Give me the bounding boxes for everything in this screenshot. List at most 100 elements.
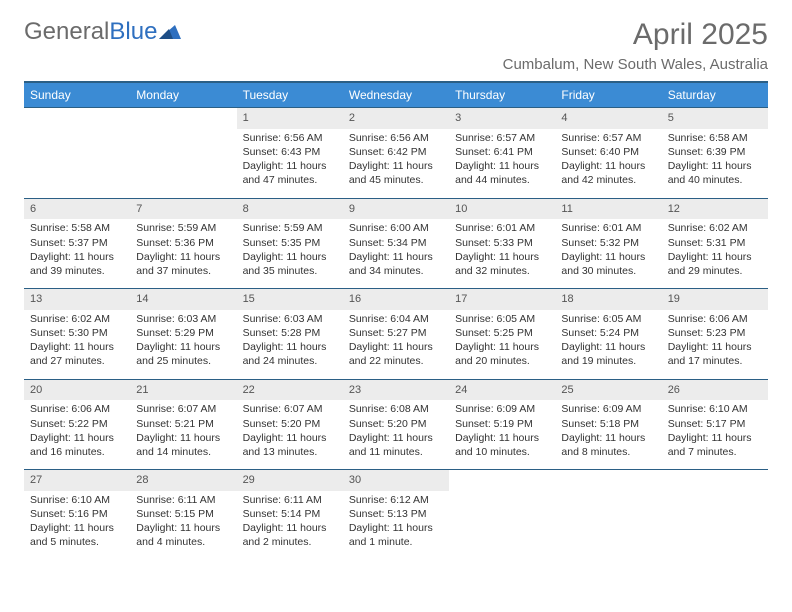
sunset-text: Sunset: 5:18 PM bbox=[561, 417, 655, 431]
day-body-cell: Sunrise: 6:10 AMSunset: 5:16 PMDaylight:… bbox=[24, 491, 130, 560]
day-body-cell: Sunrise: 6:04 AMSunset: 5:27 PMDaylight:… bbox=[343, 310, 449, 379]
day-number-cell: 14 bbox=[130, 289, 236, 310]
daylight-text: and 42 minutes. bbox=[561, 173, 655, 187]
day-number-cell: 5 bbox=[662, 108, 768, 129]
day-body-cell: Sunrise: 6:07 AMSunset: 5:20 PMDaylight:… bbox=[237, 400, 343, 469]
day-body-cell bbox=[662, 491, 768, 560]
calendar-table: Sunday Monday Tuesday Wednesday Thursday… bbox=[24, 81, 768, 560]
daylight-text: Daylight: 11 hours bbox=[455, 250, 549, 264]
day-number-cell: 27 bbox=[24, 470, 130, 491]
daylight-text: and 8 minutes. bbox=[561, 445, 655, 459]
day-body-cell: Sunrise: 6:12 AMSunset: 5:13 PMDaylight:… bbox=[343, 491, 449, 560]
sunrise-text: Sunrise: 6:07 AM bbox=[136, 402, 230, 416]
sunrise-text: Sunrise: 6:56 AM bbox=[243, 131, 337, 145]
sunrise-text: Sunrise: 6:10 AM bbox=[30, 493, 124, 507]
sunrise-text: Sunrise: 5:59 AM bbox=[243, 221, 337, 235]
day-number-cell bbox=[449, 470, 555, 491]
daylight-text: Daylight: 11 hours bbox=[243, 250, 337, 264]
daylight-text: and 19 minutes. bbox=[561, 354, 655, 368]
sunset-text: Sunset: 5:36 PM bbox=[136, 236, 230, 250]
brand-word-1: General bbox=[24, 18, 109, 46]
daylight-text: and 1 minute. bbox=[349, 535, 443, 549]
daylight-text: Daylight: 11 hours bbox=[30, 340, 124, 354]
day-body-cell: Sunrise: 6:09 AMSunset: 5:18 PMDaylight:… bbox=[555, 400, 661, 469]
sunset-text: Sunset: 5:20 PM bbox=[243, 417, 337, 431]
daylight-text: Daylight: 11 hours bbox=[561, 159, 655, 173]
daylight-text: and 39 minutes. bbox=[30, 264, 124, 278]
daylight-text: Daylight: 11 hours bbox=[668, 159, 762, 173]
sunrise-text: Sunrise: 6:07 AM bbox=[243, 402, 337, 416]
day-number-cell: 10 bbox=[449, 198, 555, 219]
sunrise-text: Sunrise: 6:09 AM bbox=[455, 402, 549, 416]
sunset-text: Sunset: 5:28 PM bbox=[243, 326, 337, 340]
daylight-text: Daylight: 11 hours bbox=[243, 159, 337, 173]
sunset-text: Sunset: 5:25 PM bbox=[455, 326, 549, 340]
sunset-text: Sunset: 5:17 PM bbox=[668, 417, 762, 431]
day-number-cell: 23 bbox=[343, 379, 449, 400]
sunset-text: Sunset: 5:13 PM bbox=[349, 507, 443, 521]
daylight-text: Daylight: 11 hours bbox=[668, 250, 762, 264]
daylight-text: and 44 minutes. bbox=[455, 173, 549, 187]
daylight-text: Daylight: 11 hours bbox=[561, 340, 655, 354]
weekday-header: Thursday bbox=[449, 82, 555, 108]
daylight-text: Daylight: 11 hours bbox=[30, 521, 124, 535]
day-number-row: 20212223242526 bbox=[24, 379, 768, 400]
sunrise-text: Sunrise: 6:02 AM bbox=[30, 312, 124, 326]
day-body-cell: Sunrise: 6:11 AMSunset: 5:15 PMDaylight:… bbox=[130, 491, 236, 560]
daylight-text: and 4 minutes. bbox=[136, 535, 230, 549]
brand-logo: GeneralBlue bbox=[24, 18, 181, 46]
day-number-cell: 9 bbox=[343, 198, 449, 219]
sunset-text: Sunset: 5:24 PM bbox=[561, 326, 655, 340]
brand-word-2: Blue bbox=[109, 18, 157, 46]
day-body-cell: Sunrise: 6:03 AMSunset: 5:29 PMDaylight:… bbox=[130, 310, 236, 379]
daylight-text: Daylight: 11 hours bbox=[243, 340, 337, 354]
daylight-text: and 2 minutes. bbox=[243, 535, 337, 549]
sunset-text: Sunset: 5:20 PM bbox=[349, 417, 443, 431]
sunrise-text: Sunrise: 6:06 AM bbox=[668, 312, 762, 326]
daylight-text: and 34 minutes. bbox=[349, 264, 443, 278]
weekday-header: Monday bbox=[130, 82, 236, 108]
day-number-cell: 24 bbox=[449, 379, 555, 400]
day-number-cell: 4 bbox=[555, 108, 661, 129]
day-number-cell bbox=[24, 108, 130, 129]
weekday-header: Friday bbox=[555, 82, 661, 108]
daylight-text: and 24 minutes. bbox=[243, 354, 337, 368]
day-body-cell: Sunrise: 6:57 AMSunset: 6:40 PMDaylight:… bbox=[555, 129, 661, 198]
day-body-cell bbox=[555, 491, 661, 560]
sunset-text: Sunset: 5:35 PM bbox=[243, 236, 337, 250]
daylight-text: Daylight: 11 hours bbox=[136, 340, 230, 354]
day-body-cell: Sunrise: 6:06 AMSunset: 5:23 PMDaylight:… bbox=[662, 310, 768, 379]
weekday-header: Wednesday bbox=[343, 82, 449, 108]
day-body-cell: Sunrise: 6:03 AMSunset: 5:28 PMDaylight:… bbox=[237, 310, 343, 379]
day-number-cell: 17 bbox=[449, 289, 555, 310]
daylight-text: Daylight: 11 hours bbox=[136, 431, 230, 445]
day-body-cell: Sunrise: 5:59 AMSunset: 5:35 PMDaylight:… bbox=[237, 219, 343, 288]
title-block: April 2025 Cumbalum, New South Wales, Au… bbox=[503, 18, 768, 73]
day-number-cell: 2 bbox=[343, 108, 449, 129]
sunset-text: Sunset: 6:40 PM bbox=[561, 145, 655, 159]
sunset-text: Sunset: 5:16 PM bbox=[30, 507, 124, 521]
daylight-text: Daylight: 11 hours bbox=[349, 340, 443, 354]
sunrise-text: Sunrise: 6:01 AM bbox=[561, 221, 655, 235]
day-number-cell: 3 bbox=[449, 108, 555, 129]
day-body-cell: Sunrise: 6:00 AMSunset: 5:34 PMDaylight:… bbox=[343, 219, 449, 288]
daylight-text: and 47 minutes. bbox=[243, 173, 337, 187]
sunrise-text: Sunrise: 6:03 AM bbox=[243, 312, 337, 326]
day-body-row: Sunrise: 6:10 AMSunset: 5:16 PMDaylight:… bbox=[24, 491, 768, 560]
sunset-text: Sunset: 5:37 PM bbox=[30, 236, 124, 250]
sunrise-text: Sunrise: 6:01 AM bbox=[455, 221, 549, 235]
day-body-cell: Sunrise: 5:58 AMSunset: 5:37 PMDaylight:… bbox=[24, 219, 130, 288]
day-number-cell: 20 bbox=[24, 379, 130, 400]
daylight-text: Daylight: 11 hours bbox=[455, 159, 549, 173]
day-number-cell: 12 bbox=[662, 198, 768, 219]
daylight-text: and 22 minutes. bbox=[349, 354, 443, 368]
daylight-text: Daylight: 11 hours bbox=[668, 340, 762, 354]
daylight-text: Daylight: 11 hours bbox=[243, 431, 337, 445]
sunrise-text: Sunrise: 6:12 AM bbox=[349, 493, 443, 507]
day-body-cell: Sunrise: 6:56 AMSunset: 6:42 PMDaylight:… bbox=[343, 129, 449, 198]
daylight-text: and 29 minutes. bbox=[668, 264, 762, 278]
day-body-cell bbox=[449, 491, 555, 560]
weekday-header-row: Sunday Monday Tuesday Wednesday Thursday… bbox=[24, 82, 768, 108]
sunset-text: Sunset: 5:33 PM bbox=[455, 236, 549, 250]
day-body-cell bbox=[130, 129, 236, 198]
